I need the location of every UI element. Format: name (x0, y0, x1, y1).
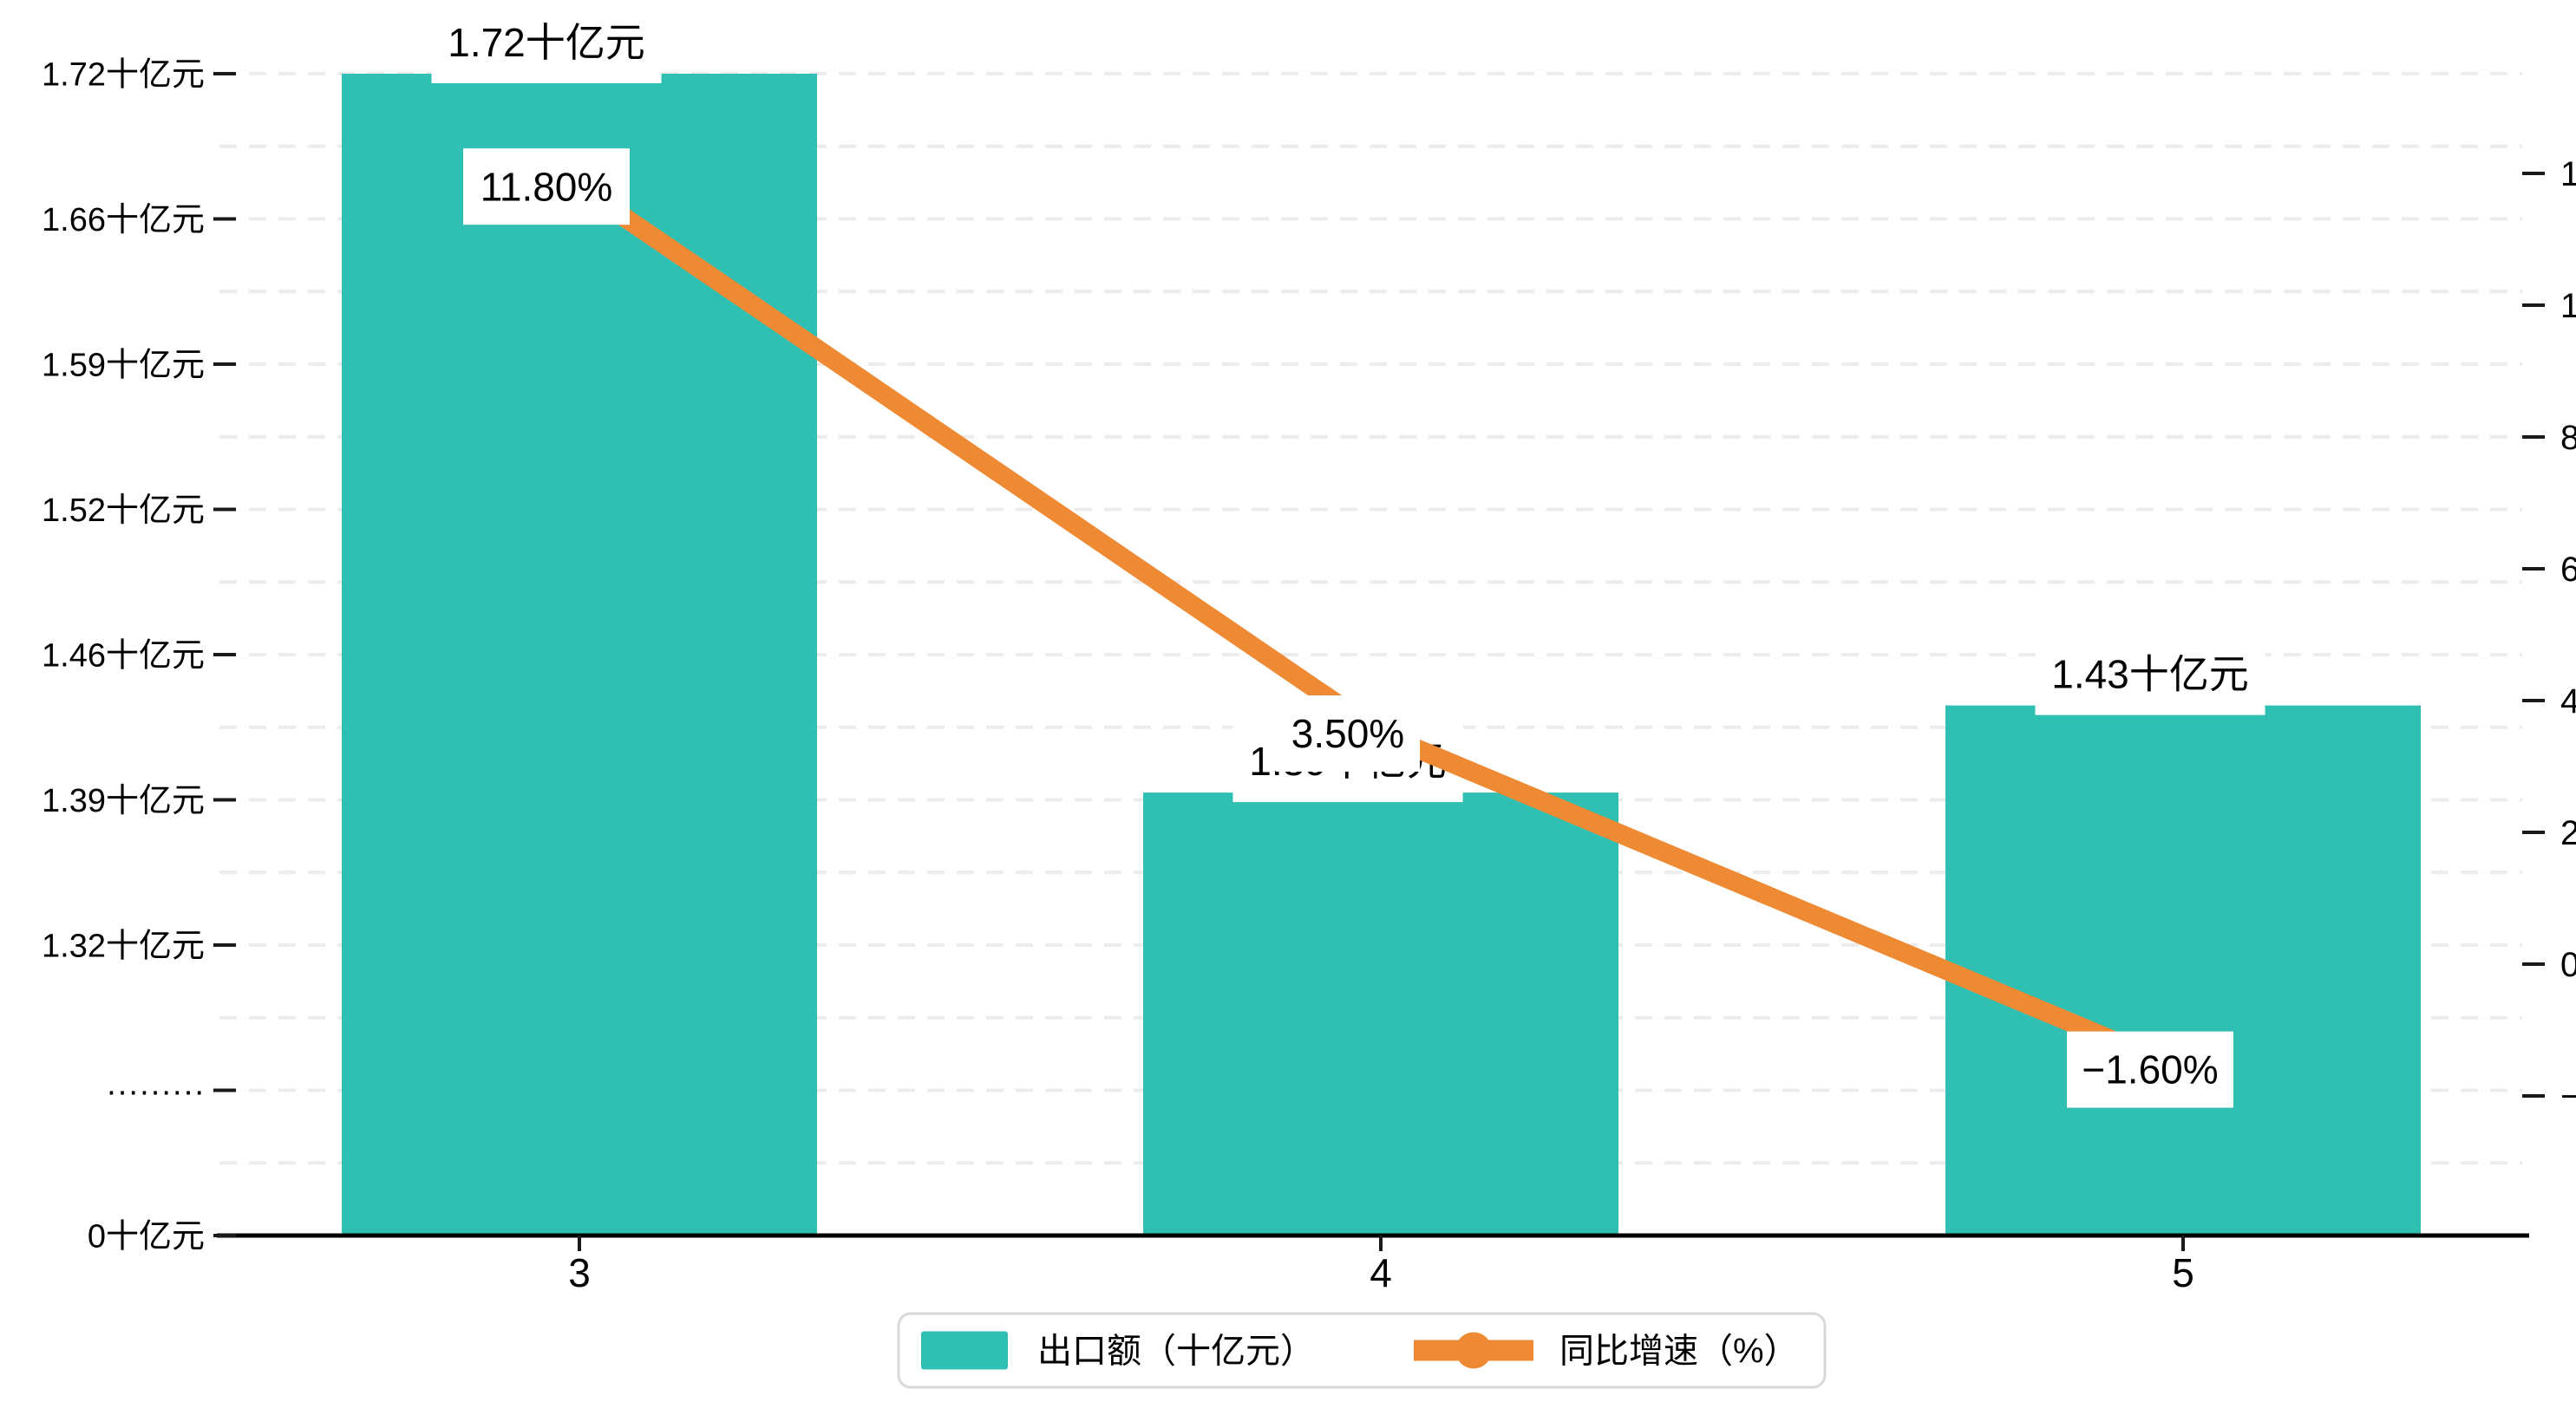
right-axis-tick-label: 2 (2560, 814, 2576, 852)
legend-line-marker (1455, 1332, 1492, 1369)
left-axis-tick-label: 1.46十亿元 (42, 637, 205, 674)
bar-month-4 (1143, 792, 1618, 1236)
line-label: 11.80% (481, 164, 613, 209)
line-label: −1.60% (2082, 1047, 2218, 1092)
right-axis-tick-label: 10 (2560, 287, 2576, 325)
line-label-box (2067, 1031, 2233, 1108)
line-label-box (1275, 695, 1421, 772)
legend-bar-swatch (921, 1331, 1008, 1370)
left-axis-break-label: ········· (106, 1073, 205, 1110)
right-axis-tick-label: −2 (2560, 1078, 2576, 1116)
legend-box (897, 1312, 1827, 1389)
bar-month-5 (1945, 705, 2421, 1236)
left-axis-tick-label: 1.32十亿元 (42, 928, 205, 964)
right-axis-tick-label: 8 (2560, 419, 2576, 457)
legend-bar-label: 出口额（十亿元） (1037, 1333, 1315, 1371)
left-axis-tick-label: 1.59十亿元 (42, 347, 205, 383)
right-axis-tick-label: 12 (2560, 155, 2576, 193)
left-axis-tick-label: 1.66十亿元 (42, 202, 205, 238)
right-axis-tick-label: 6 (2560, 551, 2576, 589)
bar-label: 1.43十亿元 (2051, 652, 2249, 697)
right-axis-tick-label: 0 (2560, 946, 2576, 984)
bar-label-box (2035, 633, 2265, 715)
bar-month-3 (342, 74, 817, 1236)
right-axis-tick-label: 4 (2560, 682, 2576, 721)
left-axis-tick-label: 1.72十亿元 (42, 56, 205, 93)
x-axis-tick-label: 5 (2172, 1250, 2194, 1295)
bar-label-box (431, 2, 662, 83)
left-axis-tick-label: 1.39十亿元 (42, 783, 205, 819)
left-axis-tick-label: 0十亿元 (88, 1218, 205, 1255)
line-label-box (463, 148, 630, 225)
bar-label: 1.72十亿元 (448, 20, 645, 65)
legend-line-label: 同比增速（%） (1559, 1333, 1799, 1371)
left-axis-tick-label: 1.52十亿元 (42, 492, 205, 529)
x-axis-tick-label: 3 (568, 1250, 591, 1295)
line-label: 3.50% (1291, 711, 1404, 756)
x-axis-tick-label: 4 (1370, 1250, 1392, 1295)
